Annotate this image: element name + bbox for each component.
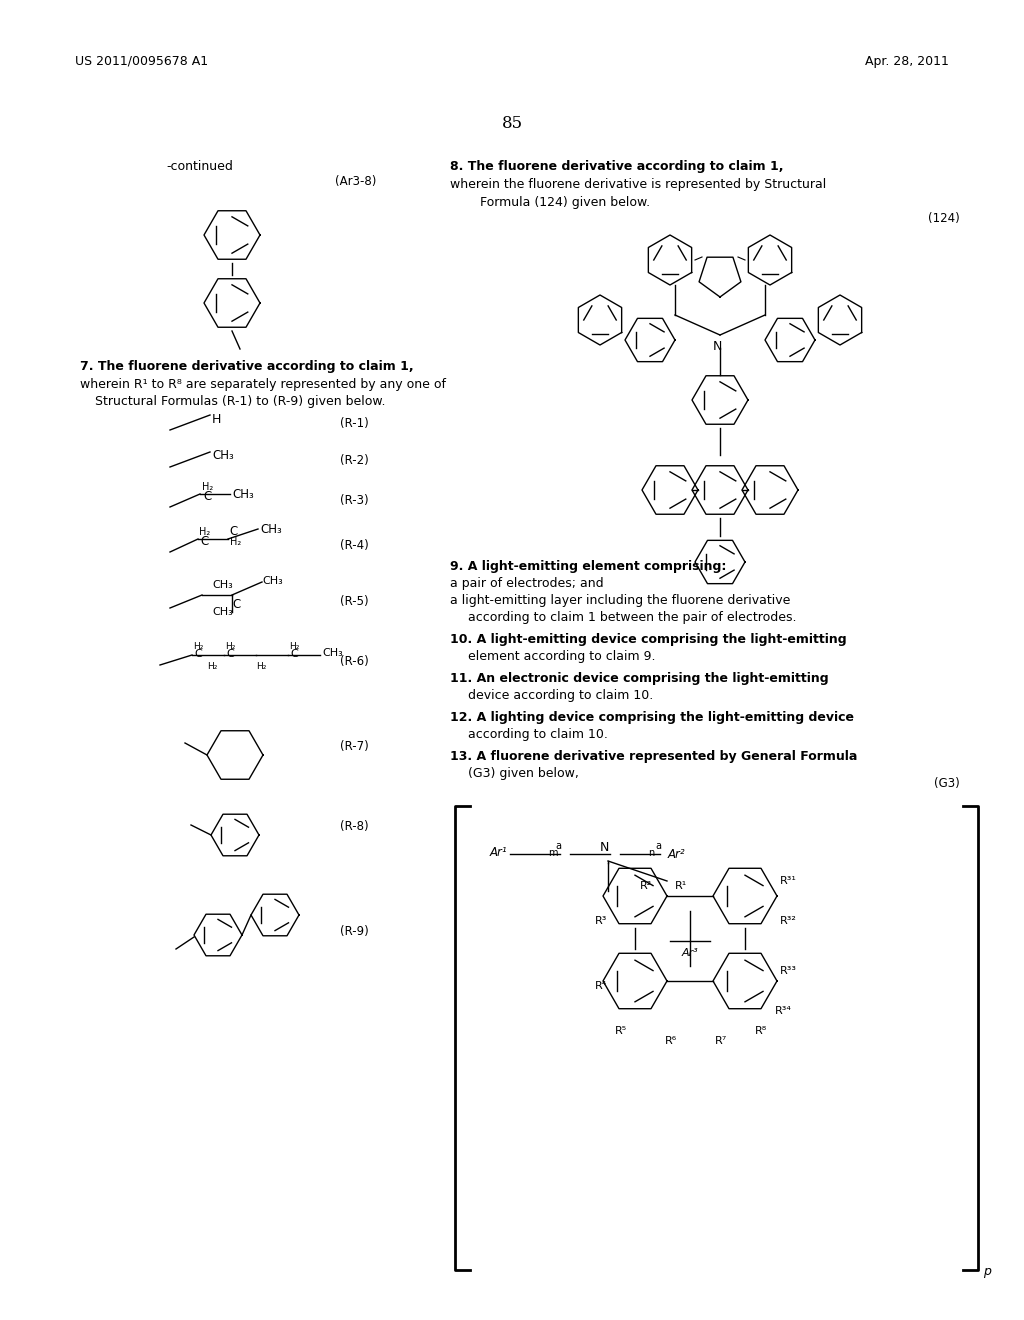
Text: H₂: H₂ <box>256 663 266 671</box>
Text: 12. A lighting device comprising the light-emitting device: 12. A lighting device comprising the lig… <box>450 711 854 723</box>
Text: CH₃: CH₃ <box>262 576 283 586</box>
Text: H₂: H₂ <box>230 537 242 546</box>
Text: -continued: -continued <box>167 160 233 173</box>
Text: p: p <box>983 1265 991 1278</box>
Text: 85: 85 <box>502 115 522 132</box>
Text: R³¹: R³¹ <box>780 876 797 886</box>
Text: (R-4): (R-4) <box>340 539 369 552</box>
Text: R³: R³ <box>595 916 607 927</box>
Text: H₂: H₂ <box>207 663 217 671</box>
Text: H₂: H₂ <box>193 642 204 651</box>
Text: (Ar3-8): (Ar3-8) <box>335 176 377 187</box>
Text: H₂: H₂ <box>225 642 236 651</box>
Text: (G3): (G3) <box>934 777 961 789</box>
Text: R⁷: R⁷ <box>715 1036 727 1045</box>
Text: Ar²: Ar² <box>668 847 686 861</box>
Text: (R-8): (R-8) <box>340 820 369 833</box>
Text: (R-3): (R-3) <box>340 494 369 507</box>
Text: n: n <box>648 847 654 858</box>
Text: Apr. 28, 2011: Apr. 28, 2011 <box>865 55 949 69</box>
Text: a: a <box>555 841 561 851</box>
Text: R⁵: R⁵ <box>615 1026 627 1036</box>
Text: Structural Formulas (R-1) to (R-9) given below.: Structural Formulas (R-1) to (R-9) given… <box>95 395 385 408</box>
Text: 9. A light-emitting element comprising:: 9. A light-emitting element comprising: <box>450 560 726 573</box>
Text: according to claim 10.: according to claim 10. <box>468 729 608 741</box>
Text: R⁸: R⁸ <box>755 1026 767 1036</box>
Text: (124): (124) <box>928 213 961 224</box>
Text: element according to claim 9.: element according to claim 9. <box>468 649 655 663</box>
Text: (R-9): (R-9) <box>340 925 369 939</box>
Text: CH₃: CH₃ <box>260 523 282 536</box>
Text: (R-6): (R-6) <box>340 655 369 668</box>
Text: a: a <box>655 841 662 851</box>
Text: Formula (124) given below.: Formula (124) given below. <box>480 195 650 209</box>
Text: C: C <box>229 525 238 539</box>
Text: (R-2): (R-2) <box>340 454 369 467</box>
Text: Ar¹: Ar¹ <box>490 846 508 859</box>
Text: R⁶: R⁶ <box>665 1036 677 1045</box>
Text: N: N <box>600 841 609 854</box>
Text: C: C <box>194 649 202 659</box>
Text: Ar³: Ar³ <box>682 948 698 958</box>
Text: R²: R² <box>640 880 652 891</box>
Text: CH₃: CH₃ <box>212 607 232 616</box>
Text: a pair of electrodes; and: a pair of electrodes; and <box>450 577 603 590</box>
Text: (R-1): (R-1) <box>340 417 369 430</box>
Text: CH₃: CH₃ <box>212 449 233 462</box>
Text: H₂: H₂ <box>199 527 210 537</box>
Text: wherein the fluorene derivative is represented by Structural: wherein the fluorene derivative is repre… <box>450 178 826 191</box>
Text: R³²: R³² <box>780 916 797 927</box>
Text: 13. A fluorene derivative represented by General Formula: 13. A fluorene derivative represented by… <box>450 750 857 763</box>
Text: (G3) given below,: (G3) given below, <box>468 767 579 780</box>
Text: CH₃: CH₃ <box>212 579 232 590</box>
Text: device according to claim 10.: device according to claim 10. <box>468 689 653 702</box>
Text: C: C <box>232 598 241 611</box>
Text: R⁴: R⁴ <box>595 981 607 991</box>
Text: a light-emitting layer including the fluorene derivative: a light-emitting layer including the flu… <box>450 594 791 607</box>
Text: m: m <box>548 847 557 858</box>
Text: (R-5): (R-5) <box>340 595 369 609</box>
Text: C: C <box>226 649 233 659</box>
Text: 10. A light-emitting device comprising the light-emitting: 10. A light-emitting device comprising t… <box>450 634 847 645</box>
Text: R¹: R¹ <box>675 880 687 891</box>
Text: (R-7): (R-7) <box>340 741 369 752</box>
Text: wherein R¹ to R⁸ are separately represented by any one of: wherein R¹ to R⁸ are separately represen… <box>80 378 446 391</box>
Text: N: N <box>713 341 722 352</box>
Text: R³⁴: R³⁴ <box>775 1006 792 1016</box>
Text: H₂: H₂ <box>202 482 213 492</box>
Text: H: H <box>212 413 221 426</box>
Text: C: C <box>200 535 208 548</box>
Text: 8. The fluorene derivative according to claim 1,: 8. The fluorene derivative according to … <box>450 160 783 173</box>
Text: C: C <box>290 649 298 659</box>
Text: 11. An electronic device comprising the light-emitting: 11. An electronic device comprising the … <box>450 672 828 685</box>
Text: 7. The fluorene derivative according to claim 1,: 7. The fluorene derivative according to … <box>80 360 414 374</box>
Text: CH₃: CH₃ <box>322 648 343 657</box>
Text: US 2011/0095678 A1: US 2011/0095678 A1 <box>75 55 208 69</box>
Text: according to claim 1 between the pair of electrodes.: according to claim 1 between the pair of… <box>468 611 797 624</box>
Text: C: C <box>203 490 211 503</box>
Text: H₂: H₂ <box>289 642 299 651</box>
Text: R³³: R³³ <box>780 966 797 975</box>
Text: CH₃: CH₃ <box>232 488 254 502</box>
